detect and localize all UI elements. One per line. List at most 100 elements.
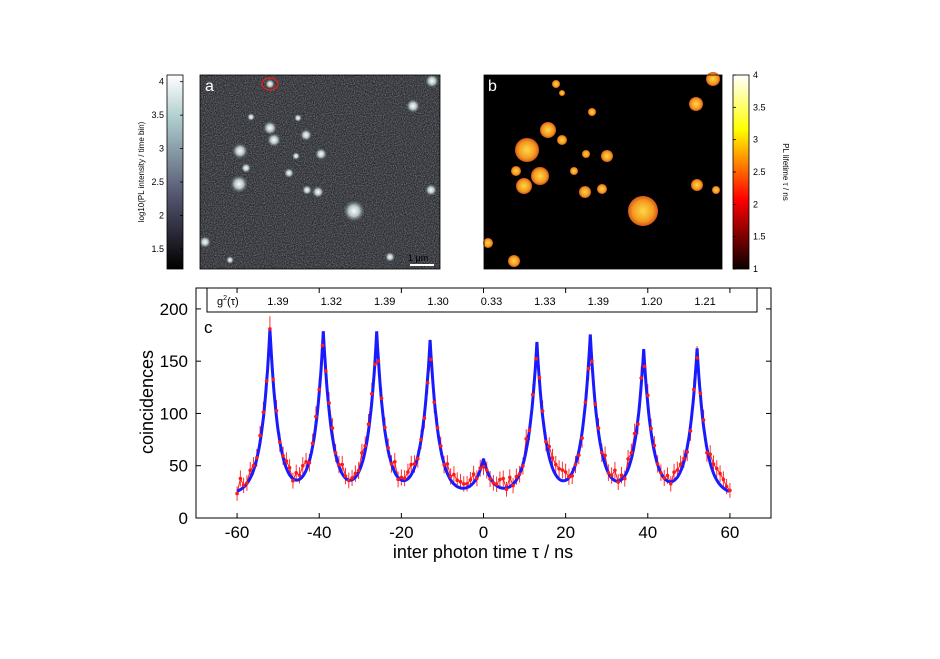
- g2-value: 1.39: [374, 296, 395, 308]
- lifetime-spot: [601, 150, 613, 162]
- data-point: [356, 468, 361, 473]
- colorbar-tick-label: 1.5: [151, 244, 164, 254]
- lifetime-spot: [552, 80, 560, 88]
- data-point: [662, 476, 666, 480]
- data-point: [458, 479, 463, 484]
- data-point: [297, 473, 302, 478]
- data-point: [360, 451, 364, 455]
- data-point: [695, 356, 699, 360]
- data-point: [468, 478, 473, 482]
- data-point: [287, 465, 292, 470]
- data-point: [343, 474, 348, 478]
- data-point: [254, 456, 259, 460]
- data-point: [586, 366, 591, 371]
- data-point: [435, 426, 440, 430]
- data-point: [642, 364, 647, 369]
- data-point: [353, 471, 358, 476]
- emitter-spot: [267, 133, 281, 147]
- data-point: [583, 400, 588, 405]
- data-point: [517, 472, 522, 477]
- colorbar-a-title: log10(PL intensity / time bin): [137, 121, 146, 222]
- data-point: [448, 474, 453, 479]
- data-point: [573, 462, 578, 467]
- data-point: [330, 426, 335, 430]
- data-point: [524, 437, 528, 441]
- data-point: [376, 359, 381, 363]
- data-point: [728, 488, 732, 493]
- lifetime-spot: [570, 167, 578, 175]
- lifetime-spot: [559, 90, 565, 96]
- lifetime-spot: [691, 179, 703, 191]
- data-point: [291, 478, 295, 483]
- data-point: [471, 472, 476, 476]
- colorbar-a-gradient: [166, 74, 184, 270]
- data-point: [665, 473, 670, 478]
- emitter-spot: [241, 163, 251, 173]
- data-point: [347, 478, 351, 483]
- emitter-spot: [263, 121, 277, 135]
- marked-emitter-circle: [261, 77, 279, 91]
- data-point: [724, 484, 729, 489]
- colorbar-tick-label: 3: [753, 135, 758, 145]
- plot-axes: -60 -40 -20 0 20 40 60 0 50 100 150 200: [160, 288, 771, 542]
- data-point: [320, 343, 325, 348]
- data-point: [442, 463, 446, 467]
- intensity-map-noise: [200, 75, 440, 269]
- emitter-spot: [292, 152, 300, 160]
- panel-c-g2-histogram: c -60 -40 -20 0 20 40 60 0 50 100 150 200 inter pho…: [137, 287, 772, 562]
- lifetime-spot: [689, 97, 703, 111]
- data-point: [498, 477, 502, 482]
- data-point: [711, 462, 716, 466]
- lifetime-spot: [597, 184, 607, 194]
- data-point: [261, 410, 266, 415]
- data-point: [616, 480, 620, 484]
- data-point: [577, 453, 581, 457]
- data-point: [678, 462, 683, 467]
- data-point: [623, 476, 627, 481]
- data-point: [547, 444, 551, 449]
- data-point: [258, 433, 262, 438]
- g2-value: 1.33: [534, 296, 555, 308]
- lifetime-spots: [483, 72, 720, 267]
- data-point: [626, 457, 630, 461]
- intensity-spots: [200, 75, 439, 264]
- emitter-spot: [300, 129, 312, 141]
- colorbar-tick-label: 3: [159, 144, 164, 154]
- data-point: [580, 436, 584, 440]
- data-point: [590, 359, 594, 364]
- scale-bar-label: 1 μm: [408, 253, 428, 263]
- data-point: [455, 478, 460, 483]
- emitter-spot: [230, 175, 248, 193]
- x-axis-title: inter photon time τ / ns: [393, 542, 573, 562]
- data-point: [718, 471, 722, 476]
- data-point: [527, 428, 532, 433]
- data-point: [600, 451, 604, 455]
- data-point: [521, 464, 525, 468]
- panel-b-lifetime-map: b: [483, 72, 723, 270]
- colorbar-tick-label: 1.5: [753, 232, 766, 242]
- data-point: [544, 439, 548, 444]
- data-point: [550, 456, 555, 460]
- data-point: [669, 482, 673, 486]
- data-point: [632, 431, 637, 436]
- data-point: [478, 466, 483, 471]
- lifetime-spot: [582, 150, 590, 158]
- data-point: [278, 440, 282, 445]
- data-point: [419, 437, 423, 442]
- emitter-spot: [406, 99, 420, 113]
- panel-c-letter: c: [204, 318, 213, 337]
- colorbar-tick-label: 4: [753, 70, 758, 80]
- data-point: [337, 462, 341, 467]
- g2-row-label: g2(τ): [217, 295, 239, 308]
- emitter-spot: [294, 114, 302, 122]
- scale-bar: [410, 264, 434, 266]
- data-point: [639, 376, 643, 380]
- g2-value: 1.39: [588, 296, 609, 308]
- data-point: [540, 409, 545, 413]
- data-point: [465, 482, 469, 486]
- x-tick-label: 0: [479, 523, 488, 542]
- lifetime-spot: [588, 108, 596, 116]
- colorbar-tick-label: 1: [753, 264, 758, 274]
- data-point: [682, 456, 686, 461]
- data-point: [416, 456, 420, 461]
